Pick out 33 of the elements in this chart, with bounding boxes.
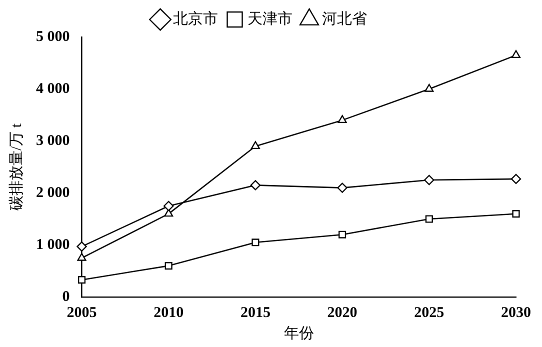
x-tick-label: 2020 <box>327 304 358 321</box>
y-tick-label: 4 000 <box>36 80 70 97</box>
point <box>164 200 174 212</box>
point <box>252 238 260 246</box>
x-tick-label: 2030 <box>501 304 531 321</box>
y-tick-label: 2 000 <box>36 184 70 201</box>
y-tick-label: 5 000 <box>36 28 70 45</box>
point <box>424 174 434 186</box>
y-axis-title: 碳排放量/万 t <box>8 122 25 212</box>
point <box>78 276 86 284</box>
point <box>164 262 172 270</box>
point <box>250 180 261 190</box>
point <box>338 230 346 238</box>
point <box>338 115 347 124</box>
legend-label: 北京市 <box>172 10 218 28</box>
point <box>424 84 434 92</box>
x-tick-label: 2005 <box>66 304 97 321</box>
point <box>512 210 520 218</box>
point <box>250 141 260 150</box>
y-tick-label: 0 <box>62 288 70 305</box>
point <box>510 174 522 184</box>
x-tick-label: 2025 <box>414 304 444 321</box>
x-tick-label: 2015 <box>240 304 270 321</box>
point <box>425 215 433 223</box>
y-tick-label: 1 000 <box>36 236 70 253</box>
point <box>337 182 348 193</box>
x-axis-title: 年份 <box>284 324 314 342</box>
point <box>76 241 87 252</box>
legend-label: 天津市 <box>247 10 292 28</box>
point <box>512 50 520 58</box>
x-tick-label: 2010 <box>154 304 184 321</box>
y-tick-label: 3 000 <box>36 132 70 149</box>
legend-label: 河北省 <box>322 10 367 28</box>
